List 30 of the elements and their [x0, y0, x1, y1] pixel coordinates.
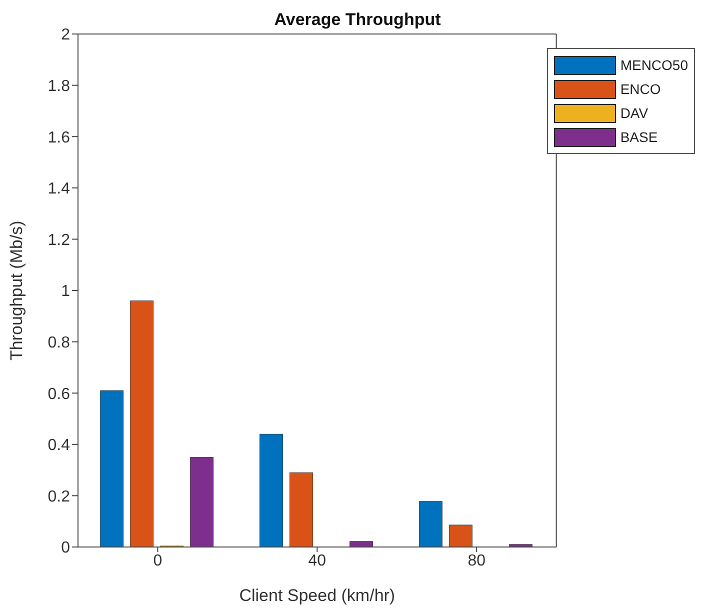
y-tick-label: 2	[61, 26, 70, 44]
y-tick-label: 1.4	[48, 180, 70, 198]
chart-title: Average Throughput	[274, 10, 441, 29]
x-tick-label: 80	[468, 552, 486, 570]
x-tick-label: 40	[308, 552, 326, 570]
x-axis-title: Client Speed (km/hr)	[239, 586, 396, 605]
y-tick-label: 1.8	[48, 78, 70, 95]
y-tick-label: 0.6	[48, 386, 70, 403]
legend-label: DAV	[620, 105, 648, 121]
bar	[290, 472, 313, 547]
bar	[100, 390, 124, 547]
y-tick-label: 0	[61, 540, 70, 557]
y-axis-title: Throughput (Mb/s)	[7, 220, 26, 360]
x-tick-label: 0	[153, 552, 162, 570]
bar	[190, 457, 214, 547]
y-tick-label: 1	[61, 283, 70, 300]
legend-label: MENCO50	[620, 57, 688, 73]
bar	[130, 300, 154, 547]
y-tick-label: 1.6	[48, 129, 70, 146]
y-tick-label: 0.2	[48, 488, 70, 506]
bar	[260, 434, 283, 547]
bar	[448, 524, 472, 547]
bar	[418, 501, 442, 547]
y-tick-label: 0.8	[48, 334, 70, 352]
legend-label: BASE	[620, 129, 658, 145]
bar	[350, 541, 373, 547]
bar	[508, 544, 532, 547]
y-tick-label: 1.2	[48, 232, 70, 249]
y-tick-label: 0.4	[48, 437, 70, 454]
legend-label: ENCO	[620, 81, 661, 97]
